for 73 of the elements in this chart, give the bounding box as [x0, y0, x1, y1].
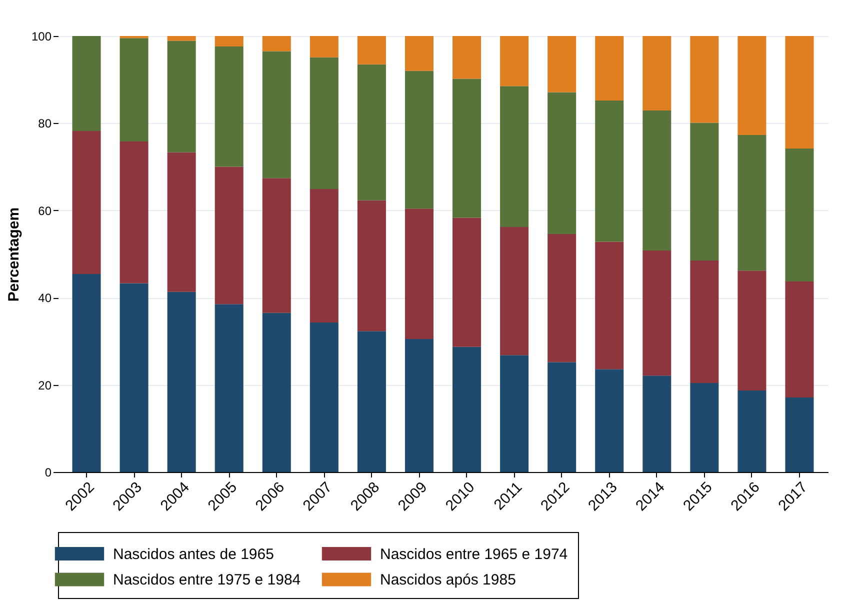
bar — [167, 36, 196, 41]
bar — [785, 36, 814, 148]
bar — [452, 346, 482, 472]
legend-label: Nascidos entre 1975 e 1984 — [113, 572, 301, 588]
legend-label: Nascidos antes de 1965 — [113, 546, 274, 563]
y-tick-label: 40 — [38, 291, 52, 306]
bar — [548, 362, 576, 472]
y-tick-label: 60 — [38, 204, 52, 218]
bar — [738, 390, 766, 472]
bar — [214, 304, 244, 472]
y-tick-label: 0 — [44, 466, 52, 480]
bar — [72, 274, 101, 472]
bar — [310, 57, 338, 190]
bar — [310, 322, 338, 472]
y-tick-label: 80 — [38, 116, 52, 131]
bar — [642, 110, 672, 251]
bar — [500, 86, 529, 227]
bar — [595, 242, 624, 370]
bar — [548, 36, 576, 92]
bar — [738, 134, 766, 271]
bar — [642, 250, 672, 376]
bar — [120, 38, 148, 142]
bar — [310, 36, 338, 58]
bar — [642, 36, 672, 111]
bar — [262, 178, 291, 313]
bar — [214, 36, 244, 46]
bar — [214, 166, 244, 304]
bar — [357, 200, 386, 332]
bar — [500, 36, 529, 86]
bar — [738, 36, 766, 135]
bar — [404, 36, 434, 71]
bar — [785, 397, 814, 472]
bar — [595, 100, 624, 242]
y-tick-label: 20 — [38, 378, 52, 392]
bar — [120, 142, 148, 284]
bar — [262, 51, 291, 178]
bar — [357, 64, 386, 200]
bar — [167, 292, 196, 472]
bar — [72, 131, 101, 274]
bar — [404, 208, 434, 340]
bar — [500, 226, 529, 356]
bar — [452, 36, 482, 79]
legend-label: Nascidos após 1985 — [380, 572, 516, 588]
bar — [785, 281, 814, 398]
bar — [262, 36, 291, 52]
bar — [548, 234, 576, 362]
bar — [310, 189, 338, 322]
bar — [690, 383, 719, 472]
bar — [785, 148, 814, 282]
bar — [357, 331, 386, 472]
bar — [404, 339, 434, 472]
bar — [167, 40, 196, 152]
bar — [738, 270, 766, 390]
bar — [452, 78, 482, 218]
bar — [72, 36, 101, 132]
bar — [120, 283, 148, 472]
y-axis-title: Percentagem — [5, 207, 22, 302]
bar — [690, 122, 719, 261]
bar — [357, 36, 386, 64]
bar — [452, 218, 482, 347]
bar — [642, 376, 672, 472]
bar — [214, 46, 244, 167]
y-tick-label: 100 — [31, 30, 52, 44]
bar — [548, 92, 576, 234]
bar — [595, 36, 624, 101]
bar — [404, 70, 434, 209]
bar — [690, 36, 719, 123]
bar — [500, 355, 529, 472]
bar — [262, 312, 291, 472]
legend-label: Nascidos entre 1965 e 1974 — [380, 546, 568, 563]
bar — [167, 152, 196, 292]
bar — [690, 260, 719, 384]
bar — [595, 369, 624, 472]
